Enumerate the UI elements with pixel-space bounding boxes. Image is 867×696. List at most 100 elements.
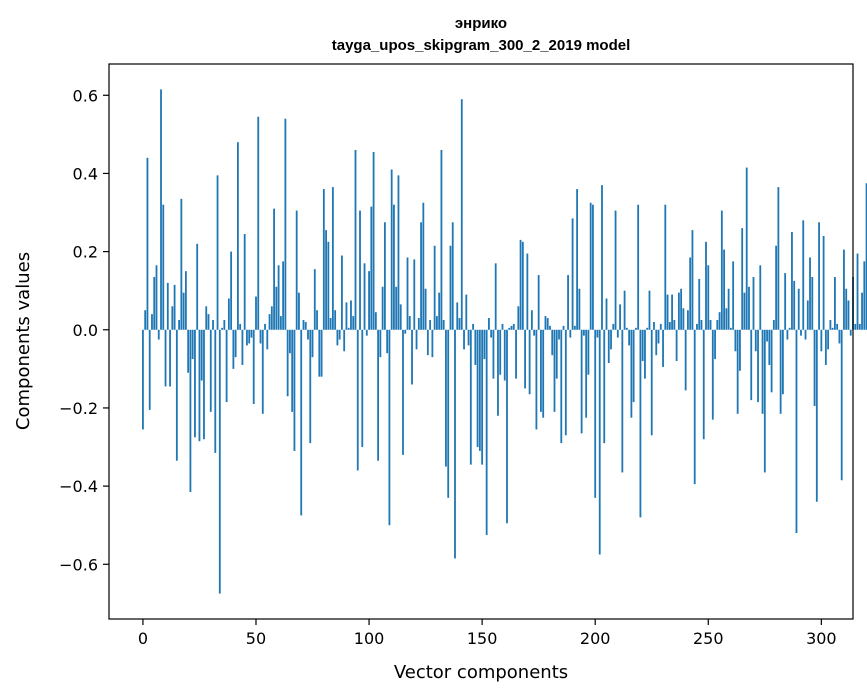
bar-69 — [298, 292, 300, 330]
bar-9 — [162, 204, 165, 330]
x-axis-ticks: 0 50 100 150 200 250 300 — [138, 619, 837, 648]
bar-190 — [571, 218, 574, 330]
bar-210 — [616, 329, 619, 338]
bar-278 — [770, 329, 773, 393]
bar-12 — [169, 329, 171, 387]
bar-48 — [250, 329, 253, 338]
bar-189 — [569, 329, 572, 338]
bar-271 — [754, 329, 757, 352]
bar-6 — [155, 265, 158, 330]
bar-40 — [232, 329, 235, 369]
bar-78 — [318, 329, 321, 377]
bar-185 — [560, 329, 563, 444]
bar-149 — [478, 329, 481, 451]
bar-214 — [625, 327, 628, 330]
bar-0 — [142, 329, 144, 430]
bar-172 — [530, 310, 533, 330]
bar-51 — [257, 116, 260, 330]
bar-320 — [865, 183, 867, 330]
bar-213 — [623, 290, 626, 330]
bar-208 — [612, 323, 615, 330]
bar-121 — [415, 329, 418, 350]
bar-102 — [372, 151, 375, 330]
bar-57 — [270, 306, 273, 330]
bar-32 — [214, 329, 217, 453]
bar-200 — [594, 329, 597, 498]
bar-79 — [320, 329, 323, 377]
bar-65 — [289, 329, 291, 354]
bar-307 — [836, 323, 839, 330]
bar-58 — [273, 208, 275, 330]
bar-117 — [406, 257, 409, 330]
bar-105 — [379, 329, 382, 358]
bar-119 — [411, 329, 413, 385]
bar-178 — [544, 316, 547, 330]
bar-74 — [309, 329, 312, 444]
bar-109 — [388, 329, 391, 526]
bar-142 — [463, 329, 465, 350]
bar-157 — [497, 329, 499, 416]
bar-5 — [153, 277, 156, 330]
bar-267 — [745, 167, 748, 330]
bar-60 — [277, 265, 280, 330]
bar-43 — [239, 323, 242, 330]
bar-38 — [227, 298, 230, 330]
x-tick-label: 100 — [354, 629, 385, 648]
bar-203 — [601, 185, 603, 330]
bar-207 — [610, 329, 612, 350]
bar-62 — [282, 261, 285, 330]
bar-205 — [605, 298, 608, 330]
bar-206 — [607, 329, 610, 363]
bar-90 — [345, 302, 348, 330]
bar-164 — [512, 323, 515, 330]
bar-143 — [465, 294, 468, 330]
bar-131 — [438, 292, 441, 330]
bar-175 — [537, 275, 540, 330]
y-tick-label: 0.2 — [73, 243, 98, 262]
bar-49 — [252, 329, 255, 405]
bar-301 — [822, 235, 825, 330]
bar-259 — [727, 288, 730, 330]
bar-217 — [632, 329, 635, 403]
bar-1 — [144, 310, 147, 330]
bar-257 — [723, 249, 726, 330]
bar-4 — [151, 314, 153, 330]
bar-188 — [567, 275, 569, 330]
bar-227 — [655, 329, 658, 356]
bar-148 — [476, 329, 479, 448]
bar-261 — [732, 261, 735, 330]
bar-228 — [657, 329, 660, 344]
bar-59 — [275, 286, 278, 330]
bar-61 — [279, 316, 282, 330]
bar-70 — [300, 329, 303, 516]
bar-297 — [813, 329, 816, 406]
y-axis-ticks: −0.6 −0.4 −0.2 0.0 0.2 0.4 0.6 — [59, 86, 109, 574]
bar-233 — [668, 321, 671, 330]
bar-135 — [447, 329, 450, 498]
bar-29 — [207, 314, 210, 330]
bar-272 — [757, 329, 759, 403]
bar-26 — [200, 329, 203, 381]
bar-140 — [458, 318, 461, 330]
y-tick-label: −0.2 — [59, 399, 98, 418]
bar-155 — [492, 329, 495, 379]
bar-73 — [307, 329, 309, 340]
bar-94 — [354, 149, 357, 330]
bar-23 — [194, 329, 196, 438]
bar-129 — [433, 245, 436, 330]
bar-35 — [221, 327, 223, 330]
bar-158 — [499, 329, 502, 375]
bar-274 — [761, 329, 764, 414]
bar-42 — [237, 142, 239, 330]
bar-215 — [628, 329, 631, 346]
bar-134 — [445, 329, 447, 467]
bar-153 — [488, 318, 490, 330]
bar-226 — [653, 321, 655, 330]
bar-299 — [818, 222, 820, 330]
bar-181 — [551, 329, 554, 356]
bar-186 — [562, 325, 565, 330]
bar-64 — [286, 329, 289, 397]
bar-201 — [596, 329, 599, 338]
bar-80 — [322, 189, 325, 330]
bar-75 — [311, 329, 314, 358]
